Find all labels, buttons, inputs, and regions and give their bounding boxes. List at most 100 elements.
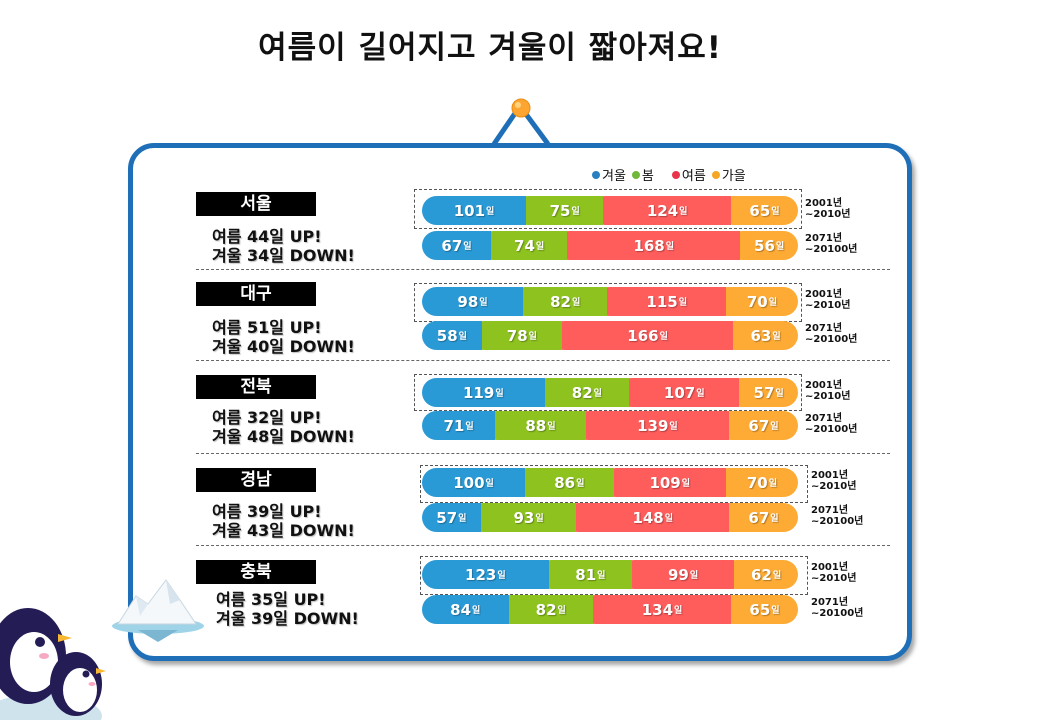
segment-value: 67 [441, 236, 463, 255]
bar-segment-summer: 109 일 [601, 468, 726, 497]
bar-segment-spring: 82 일 [510, 287, 608, 316]
bar-segment-autumn: 65 일 [718, 196, 798, 225]
period-label: 2001년 ~2010년 [805, 380, 850, 402]
bar-segment-winter: 71 일 [422, 411, 496, 440]
segment-unit: 일 [674, 606, 683, 616]
segment-unit: 일 [696, 389, 705, 399]
bar-segment-spring: 82 일 [532, 378, 630, 407]
period-end: ~20100년 [811, 608, 864, 619]
segment-value: 81 [575, 565, 597, 584]
period-start: 2001년 [811, 562, 849, 573]
segment-value: 168 [633, 236, 665, 255]
segment-value: 115 [646, 292, 678, 311]
period-end: ~2010년 [805, 391, 851, 402]
bar-segment-summer: 124 일 [591, 196, 731, 225]
bar-segment-spring: 93 일 [468, 503, 577, 532]
period-start: 2071년 [811, 597, 849, 608]
period-label: 2001년 ~2010년 [805, 198, 850, 220]
segment-value: 99 [668, 565, 689, 584]
segment-unit: 일 [485, 479, 494, 489]
segment-value: 134 [641, 600, 674, 619]
autumn-dot-icon [711, 170, 720, 179]
hanger-hook-icon [491, 98, 551, 146]
summer-change-text: 여름 44일 UP! [212, 227, 322, 246]
period-end: ~20100년 [805, 424, 858, 435]
bar-segment-winter: 123 일 [422, 560, 549, 589]
period-label: 2071년 ~20100년 [805, 413, 857, 435]
segment-value: 74 [514, 236, 535, 255]
baseline-period-highlight [420, 465, 808, 503]
bar-segment-spring: 74 일 [479, 231, 568, 260]
segment-unit: 일 [678, 298, 687, 308]
legend: 겨울 봄 여름 가을 [592, 165, 746, 184]
segment-unit: 일 [547, 422, 556, 432]
region-summary: 여름 51일 UP! 겨울 40일 DOWN! [212, 318, 355, 356]
segment-value: 56 [754, 236, 775, 255]
segment-value: 82 [550, 292, 571, 311]
baseline-period-highlight [420, 556, 808, 595]
segment-unit: 일 [669, 422, 678, 432]
bar-segment-winter: 119 일 [422, 378, 545, 407]
bar-segment-summer: 168 일 [555, 231, 741, 260]
segment-unit: 일 [528, 332, 537, 342]
segment-value: 166 [627, 326, 659, 345]
region-label: 대구 [196, 282, 316, 306]
winter-change-text: 겨울 43일 DOWN! [212, 521, 355, 540]
segment-unit: 일 [772, 332, 781, 342]
bar-segment-spring: 78 일 [469, 321, 563, 350]
segment-unit: 일 [495, 389, 504, 399]
bar-segment-autumn: 70 일 [713, 468, 798, 497]
segment-value: 65 [749, 600, 771, 619]
segment-value: 148 [632, 508, 664, 527]
segment-unit: 일 [770, 514, 779, 524]
segment-unit: 일 [665, 242, 675, 252]
period-start: 2001년 [805, 289, 843, 300]
bar-segment-winter: 101 일 [422, 196, 526, 225]
segment-value: 58 [436, 326, 458, 345]
bar-segment-summer: 115 일 [595, 287, 726, 316]
segment-unit: 일 [463, 242, 472, 252]
legend-autumn: 가을 [711, 165, 746, 184]
region-summary: 여름 35일 UP! 겨울 39일 DOWN! [216, 590, 359, 628]
season-bar: 123 일 81 일 99 일 62 일 [422, 560, 798, 589]
summer-dot-icon [671, 170, 680, 179]
segment-value: 57 [436, 508, 458, 527]
segment-value: 70 [746, 292, 768, 311]
segment-unit: 일 [458, 514, 467, 524]
segment-unit: 일 [775, 389, 784, 399]
page-title: 여름이 길어지고 겨울이 짧아져요! [258, 30, 722, 66]
segment-unit: 일 [479, 298, 488, 308]
period-start: 2001년 [811, 470, 849, 481]
segment-unit: 일 [689, 571, 699, 581]
segment-value: 63 [750, 326, 772, 345]
segment-value: 86 [554, 473, 576, 492]
bar-segment-summer: 166 일 [550, 321, 734, 350]
region-label: 서울 [196, 192, 316, 216]
bar-segment-autumn: 65 일 [719, 595, 798, 624]
segment-unit: 일 [771, 207, 780, 217]
baseline-period-highlight [414, 374, 802, 411]
segment-unit: 일 [768, 298, 778, 308]
segment-unit: 일 [572, 298, 581, 308]
bar-segment-summer: 139 일 [573, 411, 729, 440]
segment-unit: 일 [497, 571, 506, 581]
segment-value: 82 [571, 383, 593, 402]
bar-segment-winter: 58 일 [422, 321, 482, 350]
bar-segment-winter: 98 일 [422, 287, 523, 316]
period-end: ~20100년 [811, 516, 864, 527]
season-bar: 100 일 86 일 109 일 70 일 [422, 468, 798, 497]
season-bar: 58 일 78 일 166 일 63 일 [422, 321, 798, 350]
segment-value: 107 [663, 383, 696, 402]
segment-value: 70 [746, 473, 768, 492]
bar-segment-spring: 81 일 [536, 560, 633, 589]
bar-segment-winter: 84 일 [422, 595, 509, 624]
period-end: ~2010년 [805, 209, 851, 220]
season-bar: 57 일 93 일 148 일 67 일 [422, 503, 798, 532]
segment-unit: 일 [775, 242, 785, 252]
segment-value: 123 [465, 565, 497, 584]
summer-change-text: 여름 32일 UP! [212, 408, 322, 427]
segment-unit: 일 [535, 514, 544, 524]
bar-segment-winter: 100 일 [422, 468, 525, 497]
summer-change-text: 여름 51일 UP! [212, 318, 322, 337]
period-label: 2001년 ~2010년 [811, 562, 856, 584]
